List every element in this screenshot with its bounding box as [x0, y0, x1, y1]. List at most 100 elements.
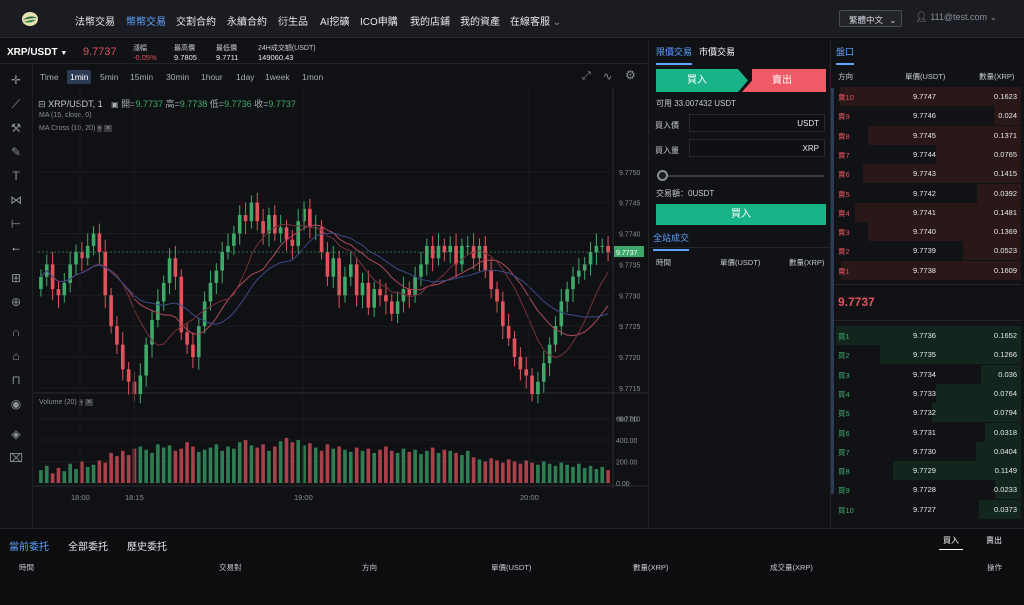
bid-row[interactable]: 買4 9.7733 0.0764 [831, 383, 1021, 403]
nav-derivatives[interactable]: 衍生品 [278, 17, 308, 28]
volume-bar [559, 462, 564, 483]
price-input[interactable]: USDT [689, 114, 825, 132]
book-qty: 0.0373 [994, 504, 1017, 514]
indicator-close-icon[interactable]: ✕ [103, 125, 112, 132]
user-menu[interactable]: 👤︎ 111@test.com ⌄ [915, 12, 997, 23]
nav-my-assets[interactable]: 我的資產 [460, 17, 500, 28]
interval-30min[interactable]: 30min [166, 72, 190, 82]
lock-drawings-icon[interactable]: ⌂ [12, 349, 20, 363]
interval-1day[interactable]: 1day [236, 72, 255, 82]
book-side: 買8 [838, 467, 850, 477]
crosshair-icon[interactable]: ✛ [10, 73, 22, 87]
indicators-icon[interactable]: ∿ [603, 71, 613, 83]
nav-fiat-trade[interactable]: 法幣交易 [75, 17, 115, 28]
ask-row[interactable]: 賣6 9.7743 0.1415 [831, 164, 1021, 184]
trend-line-icon[interactable]: ⟋ [11, 97, 21, 111]
zoom-in-icon[interactable]: ⊕ [10, 295, 22, 309]
nav-ai-mining[interactable]: AI挖礦 [320, 17, 350, 28]
tab-market-order[interactable]: 市價交易 [699, 47, 736, 57]
logo-icon[interactable] [20, 10, 40, 28]
text-tool-icon[interactable]: T [12, 169, 20, 183]
volume-close-icon[interactable]: ✕ [85, 399, 94, 406]
ask-row[interactable]: 賣1 9.7738 0.1609 [831, 260, 1021, 280]
price-chart[interactable]: 9.7750 9.7745 9.7740 9.7735 9.7730 9.7725 9.77… [33, 88, 648, 528]
measure-tool-icon[interactable]: ⊢ [10, 217, 22, 231]
candle [348, 264, 353, 277]
candle [565, 289, 569, 302]
tab-current-orders[interactable]: 當前委托 [9, 542, 49, 553]
sell-toggle-button[interactable]: 賣出 [772, 75, 792, 86]
ask-row[interactable]: 賣7 9.7744 0.0765 [831, 144, 1021, 164]
amount-slider-handle[interactable] [657, 170, 668, 181]
nav-coin-trade[interactable]: 幣幣交易 [126, 17, 166, 28]
nav-support[interactable]: 在線客服 ⌄ [510, 13, 561, 28]
eye-icon[interactable]: ◉ [10, 397, 22, 411]
ask-row[interactable]: 賣9 9.7746 0.024 [831, 106, 1021, 126]
book-scrollbar[interactable] [831, 88, 834, 494]
volume-settings-icon[interactable]: ▪ [78, 399, 84, 406]
ask-row[interactable]: 賣2 9.7739 0.0523 [831, 241, 1021, 261]
candle [524, 369, 529, 376]
bid-row[interactable]: 買2 9.7735 0.1266 [831, 345, 1021, 365]
candle [331, 258, 336, 277]
trades-title[interactable]: 全站成交 [653, 231, 690, 251]
lock-icon[interactable]: ⊓ [11, 373, 21, 387]
interval-1hour[interactable]: 1hour [201, 72, 223, 82]
bid-row[interactable]: 買7 9.7730 0.0404 [831, 441, 1021, 461]
col-time: 時間 [19, 563, 34, 572]
interval-15min[interactable]: 15min [130, 72, 154, 82]
volume-tick: 400.00 [616, 438, 638, 445]
ask-row[interactable]: 賣3 9.7740 0.1369 [831, 222, 1021, 242]
language-select[interactable]: 繁體中文 ⌄ [839, 10, 902, 27]
filter-buy-button[interactable]: 買入 [939, 535, 963, 550]
submit-buy-button[interactable]: 買入 [656, 204, 826, 225]
filter-sell-button[interactable]: 賣出 [986, 536, 1002, 545]
layers-icon[interactable]: ◈ [11, 427, 21, 441]
bid-row[interactable]: 買8 9.7729 0.1149 [831, 461, 1021, 481]
ask-row[interactable]: 賣8 9.7745 0.1371 [831, 125, 1021, 145]
col-side: 方向 [362, 563, 377, 572]
nav-ico[interactable]: ICO申購 [360, 17, 398, 28]
ask-row[interactable]: 賣5 9.7742 0.0392 [831, 183, 1021, 203]
nav-perpetual-contract[interactable]: 永續合約 [227, 17, 267, 28]
volume-bar [85, 466, 90, 483]
volume-bar [413, 449, 417, 483]
tab-all-orders[interactable]: 全部委托 [68, 542, 108, 553]
pair-selector[interactable]: XRP/USDT ▼ [7, 47, 67, 58]
order-book-title[interactable]: 盤口 [836, 45, 855, 65]
fullscreen-icon[interactable]: ⤢ [582, 70, 591, 82]
bid-row[interactable]: 買9 9.7728 0.0233 [831, 480, 1021, 500]
eye-toggle-icon[interactable]: ▣ [111, 100, 119, 109]
tab-history-orders[interactable]: 歷史委托 [127, 542, 167, 553]
magnet-icon[interactable]: ∩ [11, 325, 21, 339]
nav-delivery-contract[interactable]: 交割合約 [176, 17, 216, 28]
nav-my-store[interactable]: 我的店鋪 [410, 17, 450, 28]
interval-time[interactable]: Time [40, 72, 59, 82]
bid-row[interactable]: 買3 9.7734 0.036 [831, 364, 1021, 384]
arrow-left-icon[interactable]: ← [10, 240, 22, 254]
ask-row[interactable]: 賣10 9.7747 0.1623 [831, 87, 1021, 106]
ruler-icon[interactable]: ⊞ [10, 271, 22, 285]
tab-limit-order[interactable]: 限價交易 [656, 45, 693, 65]
settings-gear-icon[interactable]: ⚙ [625, 68, 636, 82]
amount-slider-track[interactable] [662, 175, 824, 177]
collapse-icon[interactable]: ⊟ [38, 99, 46, 109]
bid-row[interactable]: 買1 9.7736 0.1652 [831, 326, 1021, 345]
pattern-tool-icon[interactable]: ⋈ [10, 193, 22, 207]
ask-row[interactable]: 賣4 9.7741 0.1481 [831, 202, 1021, 222]
amount-input[interactable]: XRP [689, 139, 825, 157]
brush-icon[interactable]: ✎ [10, 145, 22, 159]
fib-tool-icon[interactable]: ⚒ [10, 121, 22, 135]
buy-toggle-button[interactable]: 買入 [687, 75, 707, 86]
interval-5min[interactable]: 5min [100, 72, 119, 82]
interval-1week[interactable]: 1week [265, 72, 290, 82]
bid-row[interactable]: 買10 9.7727 0.0373 [831, 499, 1021, 519]
interval-1min[interactable]: 1min [67, 70, 92, 84]
bid-row[interactable]: 買6 9.7731 0.0318 [831, 422, 1021, 442]
trash-icon[interactable]: ⌧ [9, 451, 23, 465]
interval-1mon[interactable]: 1mon [302, 72, 324, 82]
candle [337, 258, 341, 296]
bid-row[interactable]: 買5 9.7732 0.0794 [831, 403, 1021, 423]
book-col-price: 單價(USDT) [905, 72, 946, 81]
indicator-settings-icon[interactable]: ▪ [97, 125, 102, 132]
